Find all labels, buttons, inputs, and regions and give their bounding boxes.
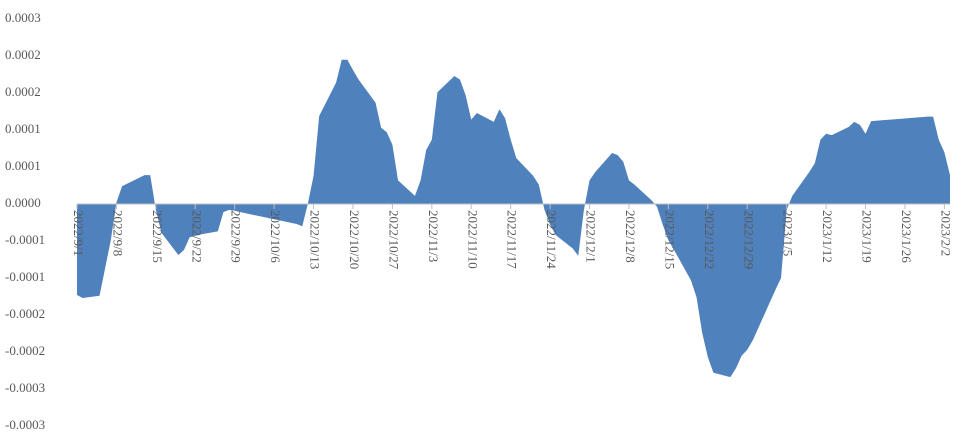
x-tick-label: 2023/1/12 (820, 210, 835, 263)
y-tick-label: 0.0001 (5, 121, 41, 136)
y-tick-label: -0.0001 (5, 269, 45, 284)
x-tick-label: 2022/10/20 (347, 210, 362, 269)
x-tick-label: 2022/11/24 (544, 210, 559, 269)
x-tick-label: 2023/1/5 (781, 210, 796, 256)
x-tick-label: 2022/11/10 (465, 210, 480, 269)
x-tick-label: 2022/9/1 (71, 210, 86, 256)
area (77, 59, 950, 378)
y-tick-label: -0.0003 (5, 417, 45, 432)
y-tick-label: 0.0002 (5, 47, 41, 62)
x-tick-label: 2022/9/22 (189, 210, 204, 263)
y-tick-label: -0.0002 (5, 343, 45, 358)
x-tick-label: 2023/1/26 (899, 210, 914, 263)
y-tick-label: 0.0000 (5, 195, 41, 210)
x-tick-label: 2022/10/6 (268, 210, 283, 263)
x-tick-label: 2022/12/22 (702, 210, 717, 269)
y-tick-label: 0.0003 (5, 10, 41, 25)
x-tick-label: 2022/9/15 (150, 210, 165, 263)
y-tick-label: 0.0001 (5, 158, 41, 173)
x-tick-label: 2022/10/13 (308, 210, 323, 269)
x-tick-label: 2022/10/27 (386, 210, 401, 270)
y-tick-label: -0.0002 (5, 306, 45, 321)
x-tick-label: 2023/2/2 (938, 210, 953, 256)
x-tick-label: 2022/12/8 (623, 210, 638, 263)
x-tick-label: 2022/12/29 (741, 210, 756, 269)
x-tick-label: 2023/1/19 (860, 210, 875, 263)
x-tick-label: 2022/9/8 (110, 210, 125, 256)
x-tick-label: 2022/11/17 (505, 210, 520, 269)
x-tick-label: 2022/11/3 (426, 210, 441, 262)
y-tick-label: 0.0002 (5, 84, 41, 99)
x-tick-label: 2022/12/15 (662, 210, 677, 269)
y-tick-label: -0.0001 (5, 232, 45, 247)
y-tick-label: -0.0003 (5, 380, 45, 395)
x-tick-label: 2022/9/29 (229, 210, 244, 263)
x-tick-label: 2022/12/1 (584, 210, 599, 263)
